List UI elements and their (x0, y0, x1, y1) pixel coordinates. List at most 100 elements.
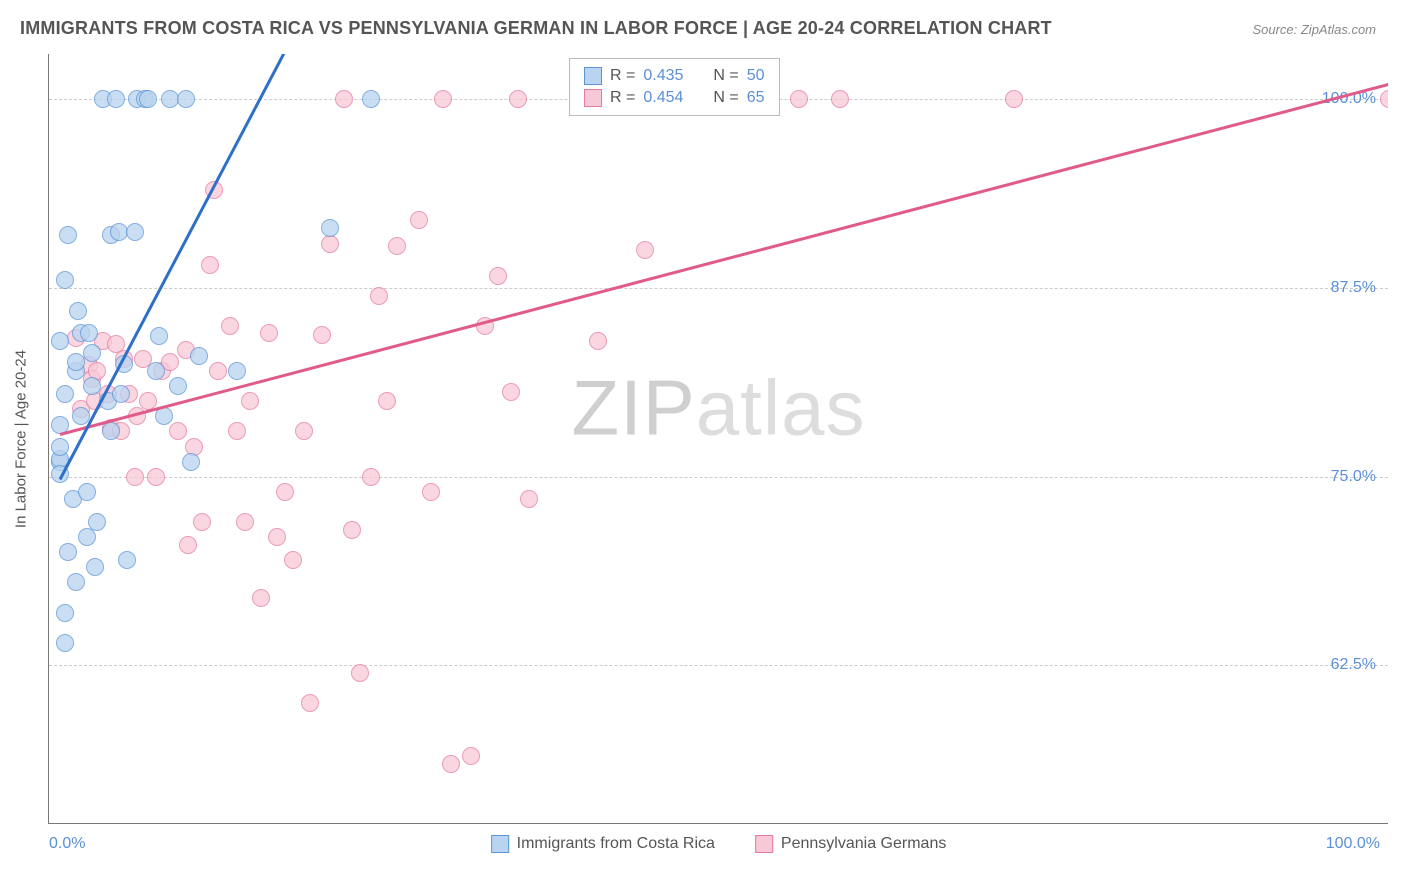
data-point (236, 513, 254, 531)
legend-n-label: N = (713, 89, 738, 107)
data-point (80, 324, 98, 342)
legend-n-value: 50 (747, 67, 765, 85)
data-point (388, 237, 406, 255)
data-point (221, 317, 239, 335)
series-name: Immigrants from Costa Rica (517, 835, 715, 853)
data-point (69, 302, 87, 320)
data-point (589, 332, 607, 350)
data-point (1380, 90, 1388, 108)
data-point (51, 332, 69, 350)
correlation-legend: R = 0.435 N = 50 R = 0.454 N = 65 (569, 58, 780, 116)
data-point (295, 422, 313, 440)
data-point (321, 219, 339, 237)
data-point (150, 327, 168, 345)
data-point (59, 226, 77, 244)
data-point (502, 383, 520, 401)
data-point (252, 589, 270, 607)
series-name: Pennsylvania Germans (781, 835, 946, 853)
data-point (434, 90, 452, 108)
data-point (88, 513, 106, 531)
data-point (509, 90, 527, 108)
data-point (201, 256, 219, 274)
data-point (636, 241, 654, 259)
series-legend-item: Pennsylvania Germans (755, 835, 946, 853)
gridline (49, 288, 1388, 289)
gridline (49, 477, 1388, 478)
data-point (831, 90, 849, 108)
data-point (193, 513, 211, 531)
legend-row: R = 0.435 N = 50 (584, 65, 765, 87)
data-point (335, 90, 353, 108)
data-point (790, 90, 808, 108)
data-point (177, 90, 195, 108)
x-axis-max-label: 100.0% (1326, 835, 1380, 853)
legend-swatch (755, 835, 773, 853)
data-point (169, 422, 187, 440)
trend-line (59, 83, 1388, 436)
data-point (313, 326, 331, 344)
legend-r-value: 0.435 (643, 67, 683, 85)
y-tick-label: 75.0% (1331, 468, 1376, 486)
legend-r-label: R = (610, 67, 635, 85)
series-legend-item: Immigrants from Costa Rica (491, 835, 715, 853)
data-point (276, 483, 294, 501)
data-point (284, 551, 302, 569)
data-point (179, 536, 197, 554)
data-point (147, 468, 165, 486)
data-point (78, 528, 96, 546)
data-point (56, 385, 74, 403)
data-point (378, 392, 396, 410)
legend-n-value: 65 (747, 89, 765, 107)
data-point (410, 211, 428, 229)
y-tick-label: 87.5% (1331, 279, 1376, 297)
legend-swatch (584, 67, 602, 85)
data-point (301, 694, 319, 712)
data-point (362, 468, 380, 486)
data-point (462, 747, 480, 765)
data-point (118, 551, 136, 569)
gridline (49, 665, 1388, 666)
data-point (56, 271, 74, 289)
data-point (442, 755, 460, 773)
data-point (51, 438, 69, 456)
data-point (67, 573, 85, 591)
data-point (489, 267, 507, 285)
legend-swatch (584, 89, 602, 107)
data-point (321, 235, 339, 253)
legend-r-label: R = (610, 89, 635, 107)
data-point (190, 347, 208, 365)
data-point (370, 287, 388, 305)
y-tick-label: 62.5% (1331, 656, 1376, 674)
data-point (86, 558, 104, 576)
data-point (78, 483, 96, 501)
data-point (422, 483, 440, 501)
data-point (209, 362, 227, 380)
data-point (139, 90, 157, 108)
data-point (107, 90, 125, 108)
chart-title: IMMIGRANTS FROM COSTA RICA VS PENNSYLVAN… (20, 18, 1052, 39)
data-point (59, 543, 77, 561)
data-point (1005, 90, 1023, 108)
data-point (83, 377, 101, 395)
data-point (268, 528, 286, 546)
data-point (182, 453, 200, 471)
data-point (228, 422, 246, 440)
data-point (228, 362, 246, 380)
legend-r-value: 0.454 (643, 89, 683, 107)
data-point (169, 377, 187, 395)
data-point (351, 664, 369, 682)
data-point (67, 353, 85, 371)
data-point (241, 392, 259, 410)
data-point (102, 422, 120, 440)
legend-n-label: N = (713, 67, 738, 85)
legend-row: R = 0.454 N = 65 (584, 87, 765, 109)
plot-canvas: 62.5%75.0%87.5%100.0% (49, 54, 1388, 823)
data-point (362, 90, 380, 108)
data-point (260, 324, 278, 342)
data-point (56, 604, 74, 622)
data-point (520, 490, 538, 508)
source-label: Source: ZipAtlas.com (1252, 22, 1376, 37)
chart-plot-area: In Labor Force | Age 20-24 ZIPatlas 62.5… (48, 54, 1388, 824)
y-axis-title: In Labor Force | Age 20-24 (13, 349, 30, 527)
data-point (147, 362, 165, 380)
